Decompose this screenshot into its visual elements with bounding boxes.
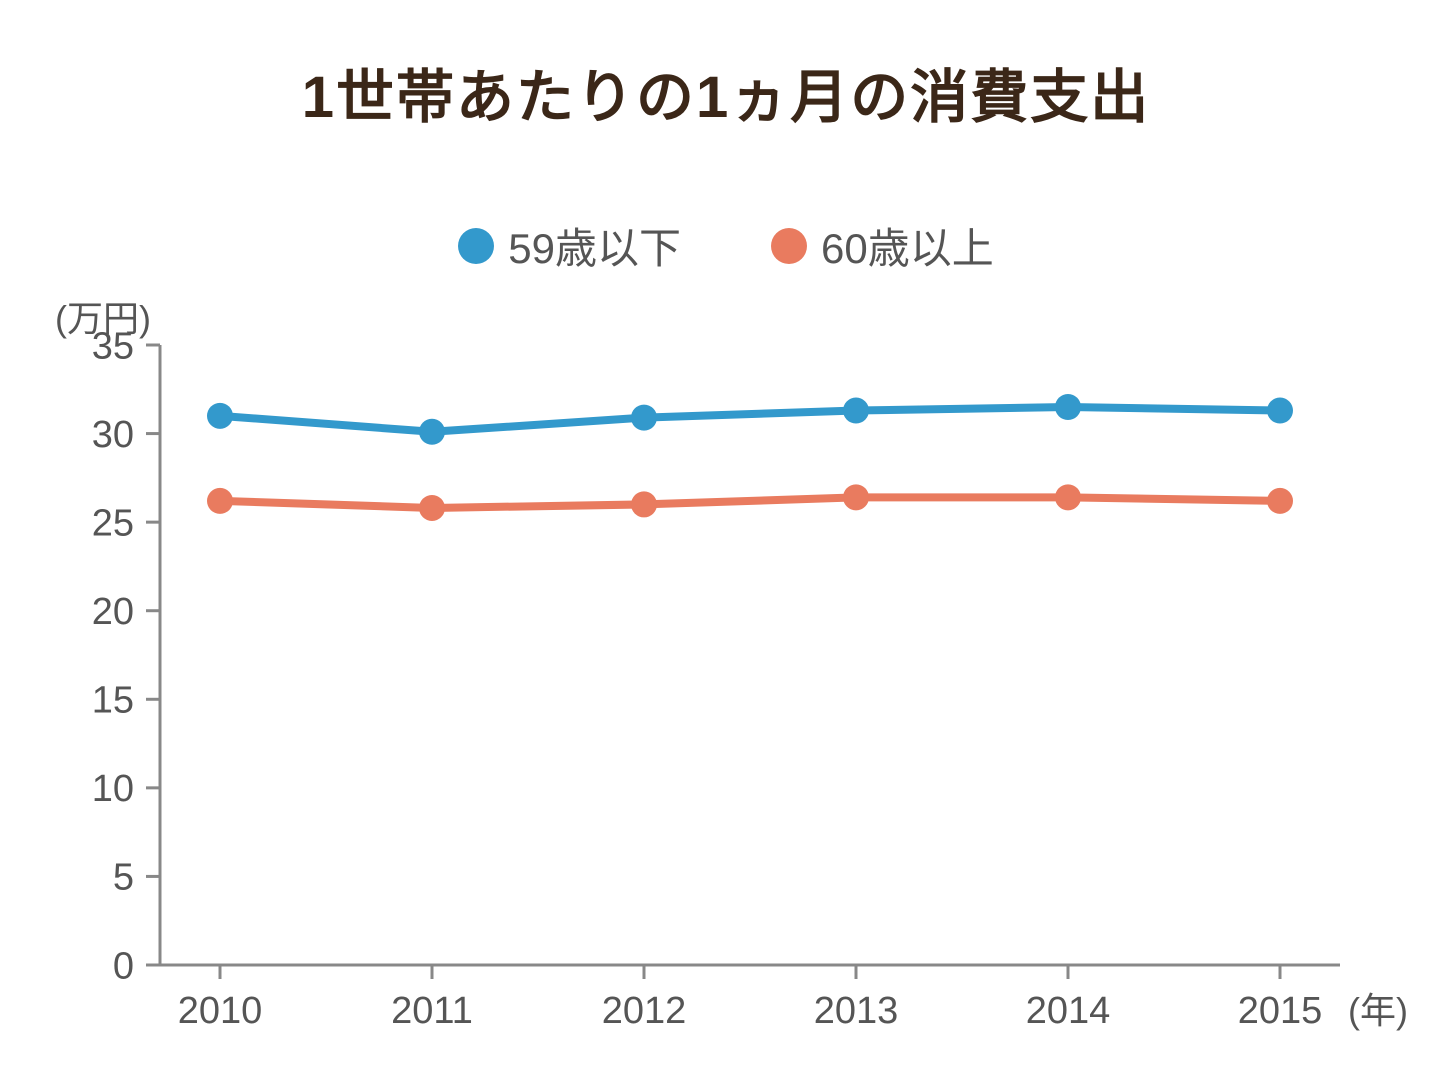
svg-text:0: 0 [113,945,134,987]
svg-text:35: 35 [92,325,134,367]
chart-container: 1世帯あたりの1ヵ月の消費支出 59歳以下 60歳以上 (万円) 0510152… [0,0,1452,1089]
svg-text:2014: 2014 [1026,990,1111,1032]
svg-text:(年): (年) [1348,990,1408,1031]
svg-text:2012: 2012 [602,990,687,1032]
svg-text:2013: 2013 [814,990,899,1032]
plot-area: 0 5 10 15 20 25 30 35 2010 2011 2012 2013 2014 2015 (年… [0,0,1452,1089]
svg-text:2010: 2010 [178,990,263,1032]
svg-text:10: 10 [92,768,134,810]
svg-text:20: 20 [92,591,134,633]
svg-text:5: 5 [113,857,134,899]
svg-text:15: 15 [92,680,134,722]
svg-text:2011: 2011 [391,990,473,1032]
svg-text:25: 25 [92,502,134,544]
chart-svg: 0 5 10 15 20 25 30 35 2010 2011 2012 2013 2014 2015 (年… [0,0,1452,1089]
svg-text:30: 30 [92,414,134,456]
svg-text:2015: 2015 [1238,990,1323,1032]
